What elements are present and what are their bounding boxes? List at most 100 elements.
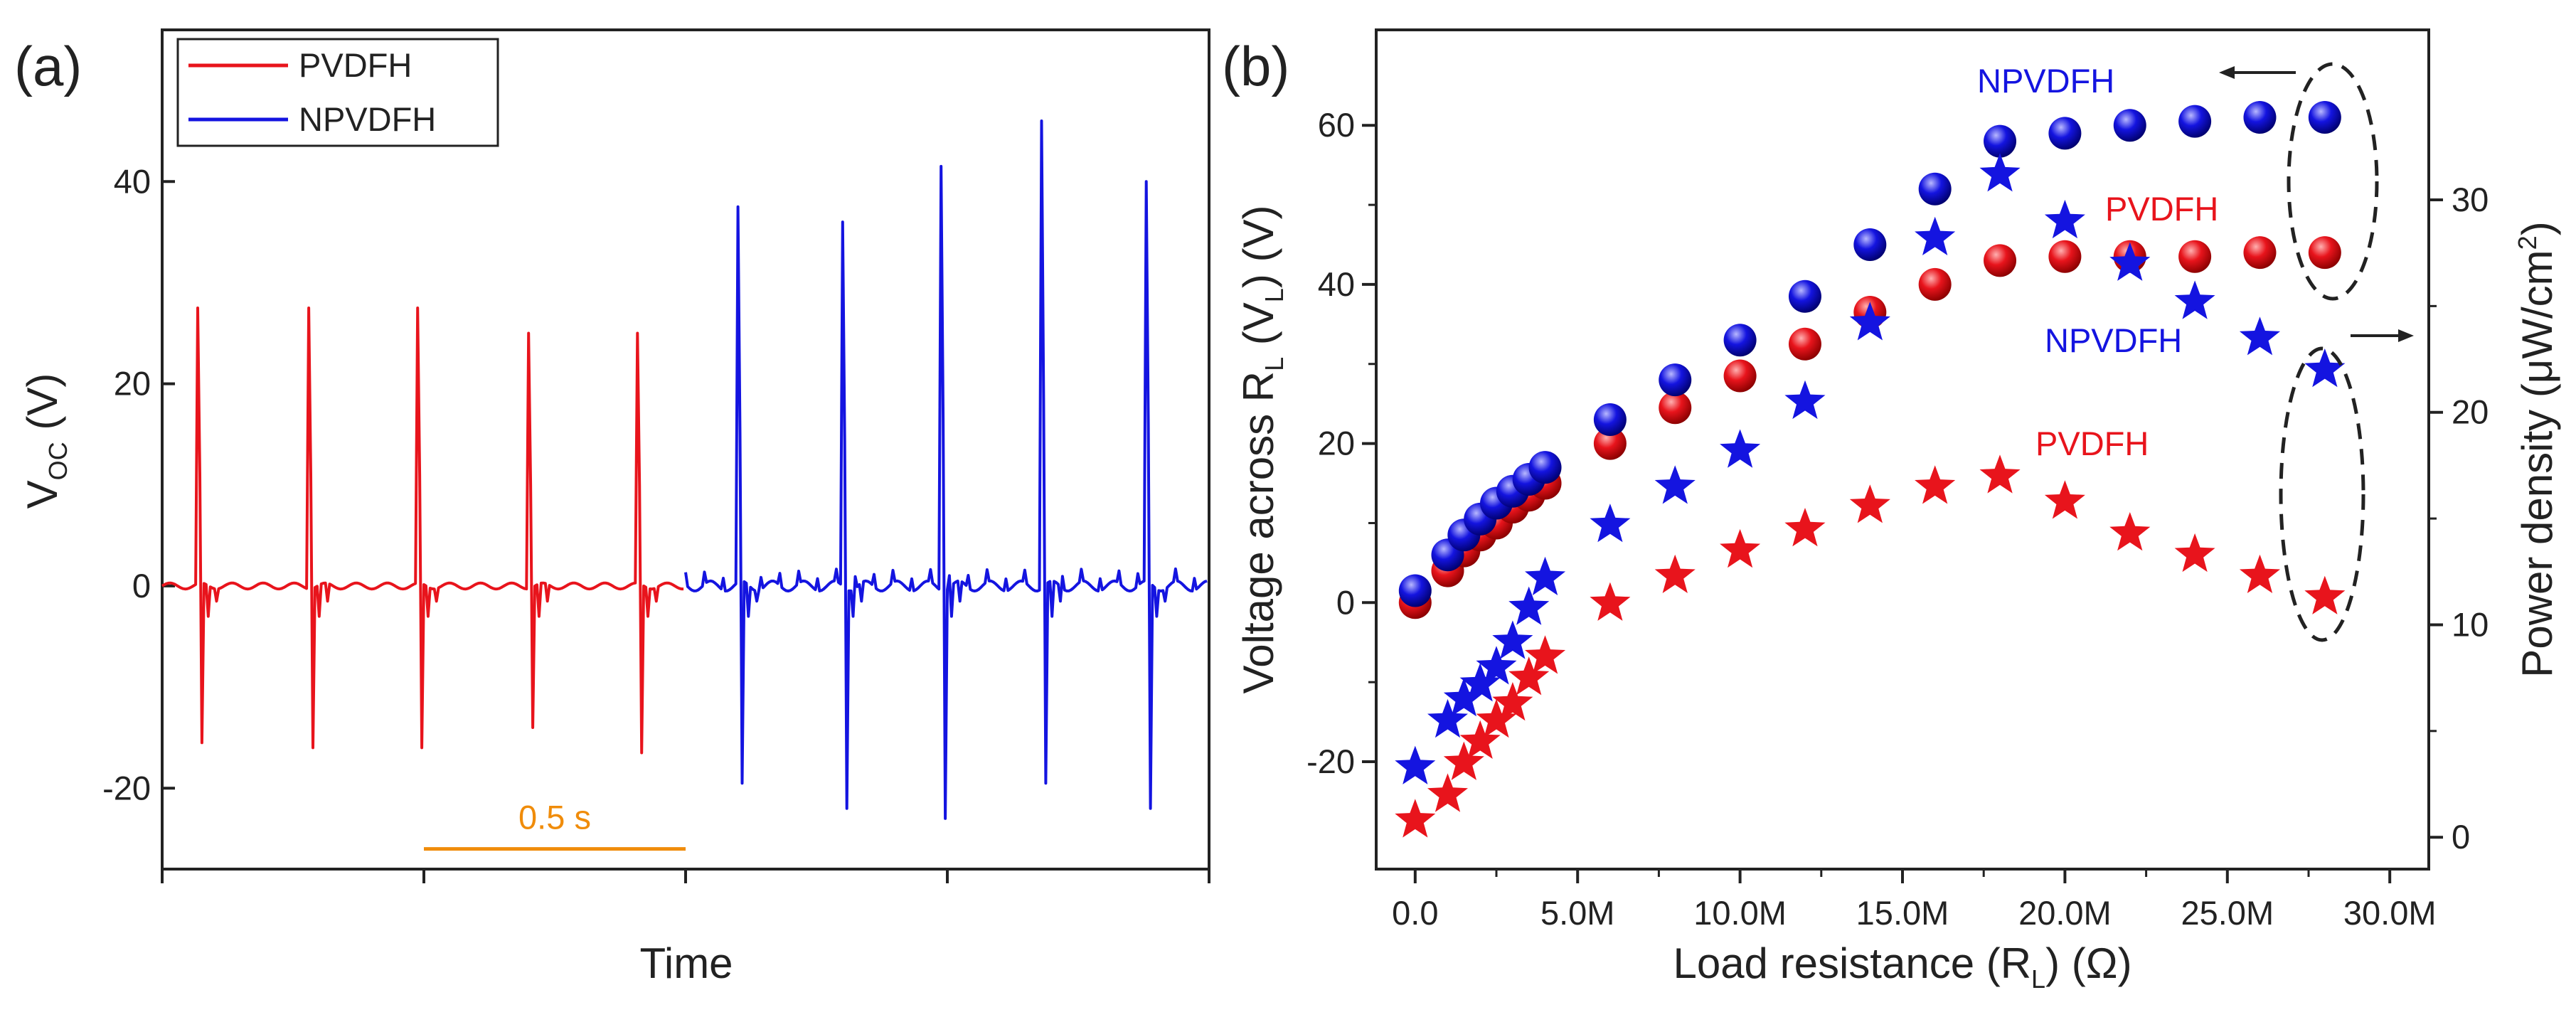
data-point-star <box>1443 678 1484 717</box>
panel-b-points <box>1395 101 2346 838</box>
data-point-sphere <box>1984 124 2017 158</box>
data-point-star <box>1459 720 1501 759</box>
y-tick-label: 20 <box>114 365 151 403</box>
panel-b-label: (b) <box>1222 35 1289 97</box>
panel-b-y-label-main: Voltage across R <box>1235 371 1282 694</box>
data-point-star <box>2174 533 2215 573</box>
panel-b-frame <box>1375 28 2430 871</box>
x-tick-label: 5.0M <box>1540 894 1615 932</box>
y2-tick-label: 20 <box>2452 393 2489 431</box>
data-point-star <box>1915 465 1956 504</box>
data-point-star <box>2044 480 2085 519</box>
x-tick-label: 20.0M <box>2018 894 2112 932</box>
panel-a-label: (a) <box>14 35 82 97</box>
data-point-sphere <box>1659 363 1692 397</box>
data-point-sphere <box>1853 228 1887 261</box>
data-point-star <box>2304 348 2346 388</box>
data-point-sphere <box>1788 280 1821 313</box>
data-point-star <box>2109 512 2151 551</box>
data-point-star <box>2239 316 2280 356</box>
data-point-star <box>1525 556 1566 595</box>
data-point-sphere <box>1918 172 1952 206</box>
data-point-star <box>1492 682 1533 721</box>
x-tick-label: 25.0M <box>2181 894 2274 932</box>
data-point-star <box>1849 484 1890 523</box>
panel-a-frame <box>161 28 1210 871</box>
data-point-star <box>1459 663 1501 702</box>
data-point-sphere <box>1918 267 1952 301</box>
annotation-pvdfh-voltage: PVDFH <box>2105 190 2218 228</box>
annotation-npvdfh-voltage: NPVDFH <box>1977 62 2114 100</box>
data-point-sphere <box>2048 240 2082 273</box>
data-point-star <box>1492 620 1533 659</box>
annotation-npvdfh-power: NPVDFH <box>2045 321 2182 359</box>
data-point-star <box>1979 153 2021 192</box>
data-point-sphere <box>2243 236 2277 270</box>
panel-b-x-label-main: Load resistance (R <box>1673 940 2031 987</box>
panel-b-y2-label-sup: 2 <box>2513 235 2542 250</box>
data-point-star <box>1476 698 1517 738</box>
x-tick-label: 15.0M <box>1856 894 1949 932</box>
data-point-star <box>1849 302 1890 341</box>
y2-tick-label: 0 <box>2452 818 2470 856</box>
data-point-sphere <box>2308 236 2341 270</box>
data-point-sphere <box>2048 117 2082 150</box>
panel-a-series <box>161 119 1208 820</box>
y-tick-label: 0 <box>132 567 151 605</box>
data-point-star <box>1525 635 1566 674</box>
right-axis-arrowhead <box>2398 329 2414 342</box>
left-axis-arrowhead <box>2219 66 2235 79</box>
panel-b-y2-label: Power density (μW/cm2) <box>2513 221 2561 677</box>
panel-a-y-label: VOC (V) <box>18 373 73 509</box>
data-point-sphere <box>1593 403 1627 437</box>
data-point-star <box>1508 586 1550 625</box>
data-point-sphere <box>1788 327 1821 361</box>
data-point-star <box>1508 656 1550 696</box>
data-point-star <box>1443 741 1484 780</box>
data-point-star <box>1476 646 1517 685</box>
panel-b-y-ticks: -20 0 20 40 60 <box>1306 106 1376 780</box>
y-tick-label: 60 <box>1318 106 1355 144</box>
data-point-sphere <box>2113 109 2146 142</box>
panel-b-y-label-sub: L <box>1260 357 1289 371</box>
panel-b-y-label-mid: (V <box>1235 302 1282 357</box>
data-point-sphere <box>1984 244 2017 277</box>
y2-tick-label: 30 <box>2452 181 2489 218</box>
y-tick-label: 0 <box>1336 583 1355 621</box>
panel-a-y-ticks: -20 0 20 40 <box>102 162 175 807</box>
data-point-star <box>1720 528 1761 568</box>
data-point-sphere <box>1593 427 1627 460</box>
data-point-star <box>1654 554 1696 593</box>
data-point-sphere <box>1528 451 1562 484</box>
panel-b-x-label-sub: L <box>2031 964 2045 994</box>
data-point-star <box>1915 216 1956 255</box>
panel-b-y2-label-unit: ) <box>2513 221 2561 235</box>
data-point-sphere <box>1723 324 1757 357</box>
data-point-star <box>1590 582 1631 621</box>
data-point-star <box>2044 199 2085 239</box>
x-tick-label: 0.0 <box>1392 894 1438 932</box>
panel-b-y-label-unit: ) (V) <box>1235 206 1282 289</box>
y2-tick-label: 10 <box>2452 605 2489 643</box>
power-group-ellipse <box>2279 346 2365 642</box>
data-point-sphere <box>1659 391 1692 425</box>
panel-a: (a) -20 0 20 40 0.5 s PVDFH NPVDFH Time VOC… <box>14 28 1210 987</box>
y-tick-label: 20 <box>1318 425 1355 462</box>
x-tick-label: 30.0M <box>2343 894 2437 932</box>
panel-a-y-label-unit: (V) <box>18 373 66 442</box>
data-point-star <box>2109 242 2151 281</box>
data-point-sphere <box>1398 574 1432 607</box>
series-line-pvdfh <box>161 307 684 755</box>
panel-b-x-label-unit: ) (Ω) <box>2045 940 2131 987</box>
legend-label-pvdfh: PVDFH <box>299 46 412 84</box>
y-tick-label: -20 <box>102 769 151 807</box>
data-point-star <box>1427 698 1468 738</box>
legend-label-npvdfh: NPVDFH <box>299 100 436 138</box>
data-point-star <box>2174 280 2215 319</box>
scale-bar-label: 0.5 s <box>518 799 591 836</box>
panel-a-y-label-main: V <box>18 480 66 509</box>
data-point-star <box>1654 465 1696 504</box>
data-point-sphere <box>2243 101 2277 134</box>
legend-box <box>176 38 499 147</box>
